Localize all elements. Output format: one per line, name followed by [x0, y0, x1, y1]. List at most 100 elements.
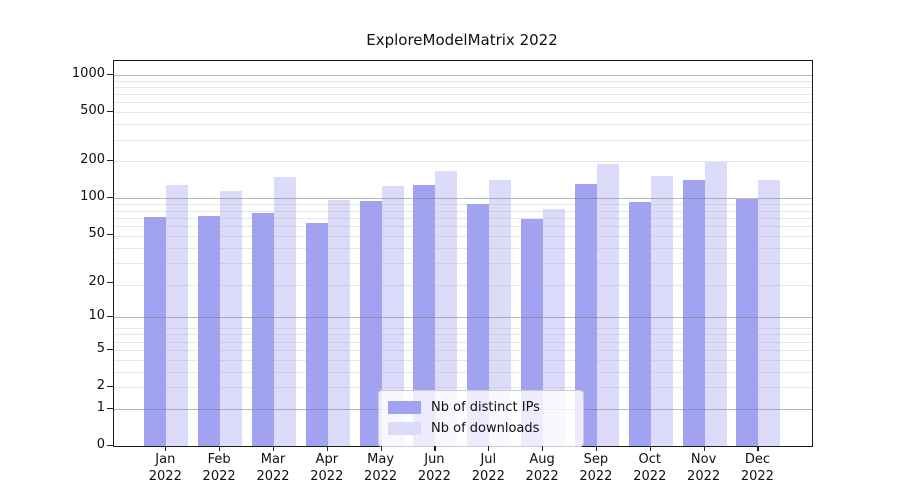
gridline-major	[114, 317, 812, 319]
y-tick-mark	[107, 197, 113, 199]
x-axis-label-year: 2022	[740, 469, 774, 484]
bar-distinct-ips-apr	[305, 222, 328, 446]
x-axis-label-month: Jan	[155, 452, 176, 467]
y-tick-label: 5	[96, 340, 105, 356]
plot-area	[113, 60, 813, 447]
x-axis-label-dec: Dec 2022	[727, 451, 787, 485]
x-tick-mark	[165, 446, 167, 451]
gridline-minor	[114, 80, 812, 82]
legend-swatch-downloads	[388, 422, 421, 435]
x-axis-label-month: Feb	[207, 452, 231, 467]
x-axis-label-month: Dec	[744, 452, 770, 467]
y-tick-mark	[107, 407, 113, 409]
gridline-minor	[114, 371, 812, 373]
bar-downloads-may	[381, 185, 404, 446]
gridline-minor	[114, 341, 812, 343]
gridline-minor	[114, 349, 812, 351]
bar-downloads-jan	[166, 185, 189, 446]
x-tick-mark	[434, 446, 436, 451]
legend-label: Nb of distinct IPs	[431, 400, 540, 415]
gridline-minor	[114, 161, 812, 163]
x-axis-label-year: 2022	[256, 469, 290, 484]
x-tick-mark	[273, 446, 275, 451]
x-tick-mark	[219, 446, 221, 451]
y-tick-mark	[107, 160, 113, 162]
x-axis-label-year: 2022	[579, 469, 613, 484]
x-axis-label-year: 2022	[687, 469, 721, 484]
x-tick-mark	[488, 446, 490, 451]
bar-distinct-ips-jan	[144, 217, 167, 446]
gridline-minor	[114, 235, 812, 237]
y-tick-label: 1	[96, 399, 105, 415]
x-axis-label-nov: Nov 2022	[674, 451, 734, 485]
x-tick-mark	[326, 446, 328, 451]
bar-distinct-ips-may	[359, 200, 382, 446]
y-tick-mark	[107, 386, 113, 388]
x-axis-label-year: 2022	[148, 469, 182, 484]
bar-distinct-ips-mar	[252, 212, 274, 446]
y-tick-label: 20	[88, 273, 105, 289]
x-axis-label-aug: Aug 2022	[512, 451, 572, 485]
y-tick-mark	[107, 73, 113, 76]
x-axis-label-jan: Jan 2022	[135, 451, 195, 485]
x-axis-label-year: 2022	[633, 469, 667, 484]
y-tick-label: 1000	[71, 65, 105, 81]
x-tick-mark	[649, 446, 651, 451]
x-axis-label-month: May	[367, 452, 395, 467]
bar-downloads-mar	[274, 176, 296, 446]
bar-distinct-ips-oct	[628, 202, 651, 446]
x-axis-label-year: 2022	[417, 469, 451, 484]
x-axis-label-month: Aug	[529, 452, 555, 467]
gridline-minor	[114, 328, 812, 329]
bar-distinct-ips-aug	[521, 219, 544, 446]
gridline-minor	[114, 285, 812, 287]
x-axis-label-month: Jun	[424, 452, 445, 467]
x-axis-label-month: Oct	[638, 452, 662, 467]
y-tick-label: 0	[96, 437, 105, 452]
bar-downloads-jun	[435, 171, 458, 446]
x-tick-mark	[703, 446, 705, 451]
x-axis-label-year: 2022	[364, 469, 398, 484]
x-tick-mark	[757, 446, 759, 451]
y-tick-mark	[107, 111, 113, 113]
gridline-minor	[114, 247, 812, 249]
gridline-minor	[114, 263, 812, 265]
bar-downloads-oct	[650, 175, 673, 446]
y-tick-mark	[107, 233, 113, 235]
y-tick-label: 50	[88, 225, 105, 241]
x-tick-mark	[542, 446, 544, 451]
x-axis-label-month: Nov	[690, 452, 717, 467]
x-axis-label-mar: Mar 2022	[243, 451, 303, 485]
x-axis-label-month: Jul	[480, 452, 497, 467]
y-tick-label: 10	[88, 308, 105, 324]
bar-distinct-ips-jul	[467, 203, 490, 446]
gridline-minor	[114, 387, 812, 388]
bar-downloads-sep	[596, 163, 619, 446]
gridline-minor	[114, 112, 812, 114]
y-tick-label: 2	[96, 378, 105, 393]
gridline-minor	[114, 87, 812, 88]
gridline-minor	[114, 226, 812, 228]
y-tick-label: 200	[80, 152, 105, 168]
x-axis-label-may: May 2022	[351, 451, 411, 485]
bar-distinct-ips-feb	[198, 215, 221, 446]
x-axis-label-apr: Apr 2022	[297, 451, 357, 485]
bar-downloads-aug	[543, 208, 566, 446]
y-tick-label: 500	[80, 103, 105, 119]
chart-title: ExploreModelMatrix 2022	[366, 31, 558, 49]
bar-distinct-ips-jun	[413, 185, 436, 446]
bar-downloads-feb	[220, 190, 243, 446]
x-axis-label-year: 2022	[310, 469, 344, 484]
gridline-minor	[114, 94, 812, 96]
bar-downloads-apr	[327, 200, 350, 446]
y-tick-mark	[107, 316, 113, 318]
x-axis-label-month: Mar	[260, 452, 286, 467]
x-axis-label-year: 2022	[471, 469, 505, 484]
gridline-minor	[114, 102, 812, 104]
x-axis-label-month: Sep	[583, 452, 609, 467]
bar-distinct-ips-sep	[574, 184, 597, 446]
y-tick-mark	[107, 348, 113, 350]
x-axis-label-month: Apr	[315, 452, 339, 467]
x-axis-label-jun: Jun 2022	[404, 451, 464, 485]
legend-swatch-distinct-ips	[388, 401, 421, 414]
